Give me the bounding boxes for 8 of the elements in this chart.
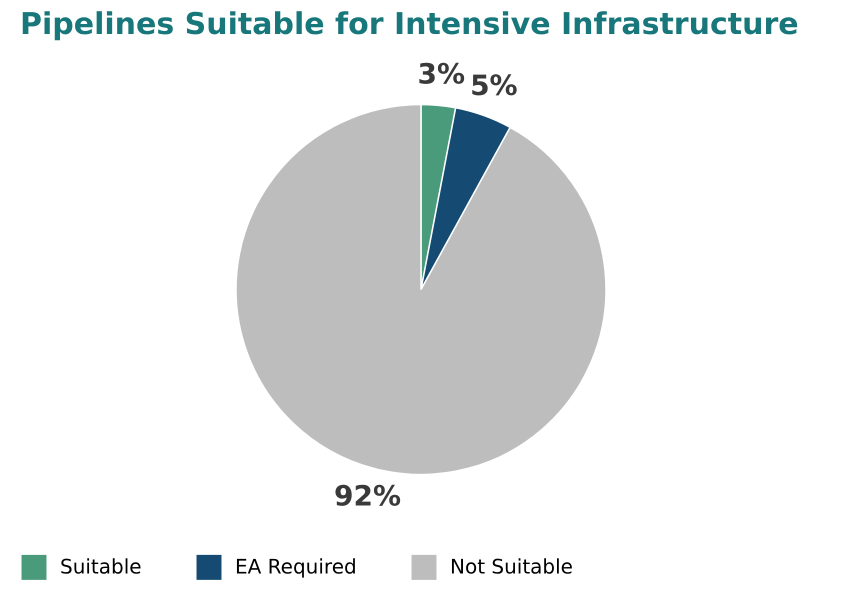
legend-label: EA Required bbox=[235, 554, 357, 578]
data-label: 3% bbox=[417, 57, 466, 90]
pie-slice bbox=[235, 104, 607, 475]
legend-label: Suitable bbox=[60, 554, 142, 578]
legend-label: Not Suitable bbox=[450, 554, 573, 578]
data-label: 5% bbox=[470, 69, 518, 102]
chart-title: Pipelines Suitable for Intensive Infrastructure bbox=[20, 7, 799, 42]
data-label: 92% bbox=[334, 480, 402, 513]
